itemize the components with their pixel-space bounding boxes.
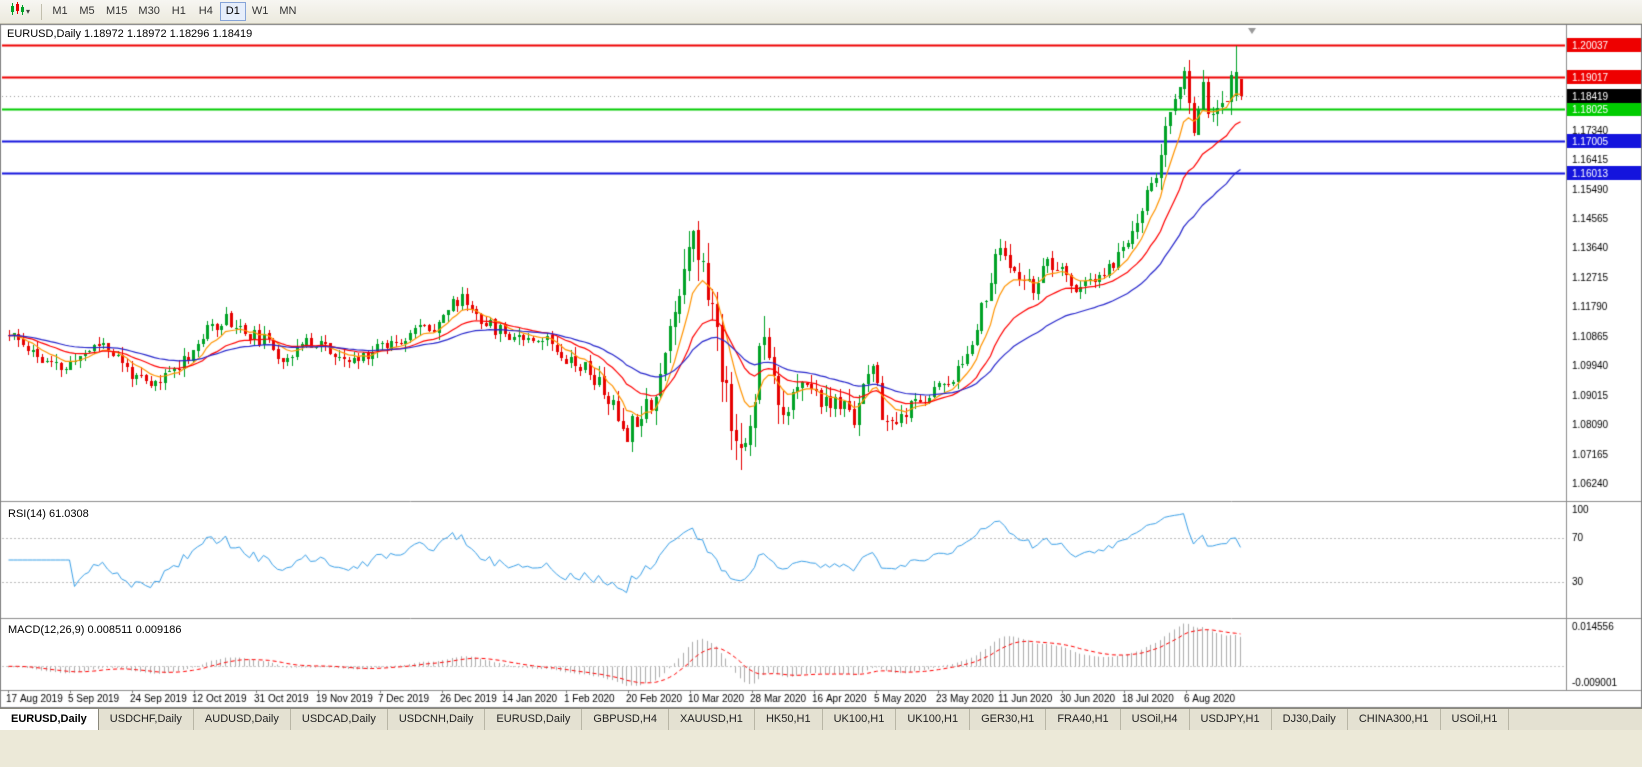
tab-eurusd-daily[interactable]: EURUSD,Daily <box>0 709 99 730</box>
chart-window: EURUSD,Daily 1.18972 1.18972 1.18296 1.1… <box>0 24 1642 708</box>
tab-audusd-daily[interactable]: AUDUSD,Daily <box>193 709 291 730</box>
tab-fra40-h1[interactable]: FRA40,H1 <box>1046 709 1121 730</box>
tab-usdcad-daily[interactable]: USDCAD,Daily <box>290 709 388 730</box>
tab-gbpusd-h4[interactable]: GBPUSD,H4 <box>582 709 669 730</box>
candlestick-chart-icon <box>10 2 24 21</box>
timeframe-buttons: M1 M5 M15 M30 H1 H4 D1 W1 MN <box>47 2 302 21</box>
timeframe-d1[interactable]: D1 <box>219 2 246 21</box>
tab-china300-h1[interactable]: CHINA300,H1 <box>1347 709 1441 730</box>
status-bar <box>0 730 1642 767</box>
tab-dj30-daily[interactable]: DJ30,Daily <box>1271 709 1348 730</box>
rsi-indicator-label: RSI(14) 61.0308 <box>8 508 89 520</box>
timeframe-m30[interactable]: M30 <box>138 5 160 17</box>
timeframe-h4[interactable]: H4 <box>198 5 213 17</box>
ohlc-label: EURUSD,Daily 1.18972 1.18972 1.18296 1.1… <box>7 28 253 40</box>
timeframe-w1[interactable]: W1 <box>251 5 269 17</box>
tab-usdjpy-h1[interactable]: USDJPY,H1 <box>1189 709 1272 730</box>
chart-type-button[interactable]: ▾ <box>4 2 36 22</box>
timeframe-m1[interactable]: M1 <box>52 5 68 17</box>
tab-uk100-h1[interactable]: UK100,H1 <box>896 709 971 730</box>
tab-uk100-h1[interactable]: UK100,H1 <box>822 709 897 730</box>
chevron-down-icon: ▾ <box>26 7 31 16</box>
tab-xauusd-h1[interactable]: XAUUSD,H1 <box>668 709 755 730</box>
tab-hk50-h1[interactable]: HK50,H1 <box>754 709 823 730</box>
toolbar-separator <box>41 3 43 20</box>
timeframe-mn[interactable]: MN <box>279 5 297 17</box>
timeframe-h1[interactable]: H1 <box>171 5 186 17</box>
tab-eurusd-daily[interactable]: EURUSD,Daily <box>485 709 583 730</box>
macd-indicator-label: MACD(12,26,9) 0.008511 0.009186 <box>8 624 182 636</box>
tab-usoil-h1[interactable]: USOil,H1 <box>1440 709 1510 730</box>
tab-usoil-h4[interactable]: USOil,H4 <box>1120 709 1190 730</box>
chart-tabs: EURUSD,Daily USDCHF,Daily AUDUSD,Daily USDC… <box>0 708 1642 730</box>
chart-canvas[interactable] <box>0 24 1642 708</box>
timeframe-m15[interactable]: M15 <box>106 5 128 17</box>
timeframe-toolbar: ▾ M1 M5 M15 M30 H1 H4 D1 W1 MN <box>0 0 1642 24</box>
tab-usdchf-daily[interactable]: USDCHF,Daily <box>98 709 194 730</box>
tab-usdcnh-daily[interactable]: USDCNH,Daily <box>387 709 486 730</box>
timeframe-m5[interactable]: M5 <box>79 5 95 17</box>
tab-ger30-h1[interactable]: GER30,H1 <box>970 709 1047 730</box>
